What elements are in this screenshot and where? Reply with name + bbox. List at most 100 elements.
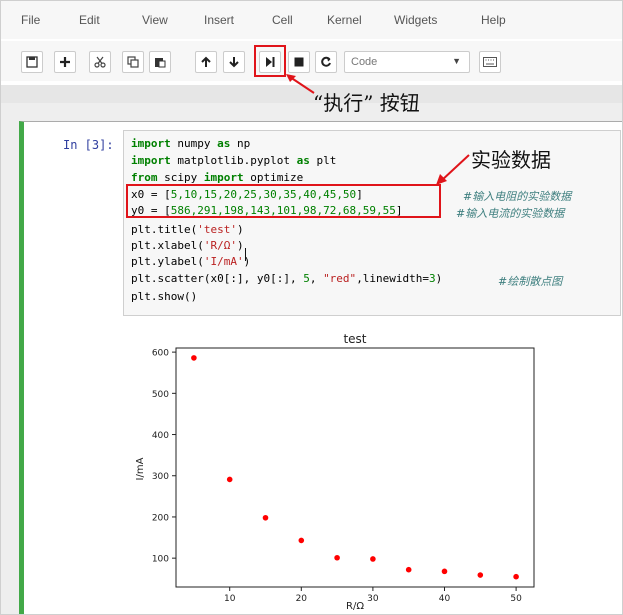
interrupt-button[interactable] (288, 51, 310, 73)
code-token: 'I/mA' (203, 255, 244, 268)
move-down-button[interactable] (223, 51, 245, 73)
code-token: ] (395, 204, 403, 217)
code-line-9: plt.scatter(x0[:], y0[:], 5, "red",linew… (131, 272, 442, 285)
plot-area (175, 347, 535, 588)
x-tick-label: 20 (296, 594, 308, 604)
code-line-5: y0 = [586,291,198,143,101,98,72,68,59,55… (131, 204, 403, 217)
code-token: x0 = [ (131, 188, 171, 201)
arrow-up-icon (201, 56, 211, 67)
insert-cell-button[interactable] (54, 51, 76, 73)
code-token: optimize (243, 171, 304, 184)
menu-bar: File Edit View Insert Cell Kernel Widget… (1, 1, 622, 39)
code-token: 'test' (197, 223, 237, 236)
code-line-3: from scipy import optimize (131, 171, 303, 184)
scissors-icon (94, 56, 106, 68)
copy-button[interactable] (122, 51, 144, 73)
code-token: 3 (429, 272, 436, 285)
save-button[interactable] (21, 51, 43, 73)
code-token: import (203, 171, 244, 184)
restart-button[interactable] (315, 51, 337, 73)
code-token: plt (309, 154, 337, 167)
data-annotation: 实验数据 (471, 148, 551, 172)
toolbar-separator (1, 85, 622, 103)
code-token: as (296, 154, 310, 167)
code-token: scipy (157, 171, 204, 184)
run-button[interactable] (259, 51, 281, 73)
code-comment-current: #输入电流的实验数据 (456, 207, 565, 220)
command-palette-button[interactable] (479, 51, 501, 73)
cell-type-select[interactable]: Code ▼ (344, 51, 470, 73)
cell-type-value: Code (351, 56, 378, 68)
y-tick-label: 600 (152, 349, 169, 359)
code-line-1: import numpy as np (131, 137, 250, 150)
y-tick-label: 400 (152, 431, 169, 441)
menu-cell[interactable]: Cell (272, 13, 293, 27)
code-token: 'R/Ω' (203, 239, 237, 252)
menu-view[interactable]: View (142, 13, 168, 27)
menu-widgets[interactable]: Widgets (394, 13, 438, 27)
code-token: as (217, 137, 231, 150)
code-token: 586,291,198,143,101,98,72,68,59,55 (170, 204, 396, 217)
x-tick-label: 10 (224, 594, 236, 604)
code-token: import (131, 137, 171, 150)
code-token: import (131, 154, 171, 167)
code-line-8: plt.ylabel('I/mA') (131, 255, 250, 268)
code-token: ) (236, 223, 244, 236)
input-prompt: In [3]: (63, 138, 114, 152)
code-line-7: plt.xlabel('R/Ω') (131, 239, 244, 252)
data-point (405, 566, 412, 573)
code-token: plt.title( (131, 223, 198, 236)
x-tick-label: 30 (367, 594, 379, 604)
menu-kernel[interactable]: Kernel (327, 13, 362, 27)
text-cursor (245, 248, 246, 261)
data-point (334, 554, 340, 561)
run-icon (266, 57, 275, 67)
code-token: plt.xlabel( (131, 239, 204, 252)
menu-edit[interactable]: Edit (79, 13, 100, 27)
restart-icon (321, 56, 331, 67)
annotation-arrow-icon (436, 154, 470, 185)
code-token: plt.scatter(x0[:], y0[:], (131, 272, 304, 285)
menu-file[interactable]: File (21, 13, 41, 27)
menu-insert[interactable]: Insert (204, 13, 235, 27)
code-token: , (309, 272, 324, 285)
code-token: 5 (303, 272, 310, 285)
cut-button[interactable] (89, 51, 111, 73)
code-token: np (230, 137, 251, 150)
stop-icon (294, 57, 304, 67)
code-token: ] (356, 188, 363, 201)
code-token: from (131, 171, 158, 184)
run-button-highlight (254, 45, 286, 77)
move-up-button[interactable] (195, 51, 217, 73)
code-line-10: plt.show() (131, 290, 198, 303)
code-comment-scatter: #绘制散点图 (498, 275, 563, 288)
code-editor[interactable] (123, 130, 621, 316)
paste-button[interactable] (149, 51, 171, 73)
code-line-6: plt.title('test') (131, 223, 244, 236)
caret-down-icon: ▼ (452, 56, 461, 66)
chart-title: test (343, 332, 366, 346)
x-tick-label: 40 (439, 594, 451, 604)
y-tick-label: 200 (152, 513, 169, 523)
data-point (226, 476, 233, 483)
run-button-annotation: “执行” 按钮 (313, 91, 420, 115)
y-axis: 100 200 300 400 500 600 (152, 349, 176, 565)
keyboard-icon (483, 57, 497, 67)
code-comment-resistance: #输入电阻的实验数据 (463, 190, 572, 203)
menu-help[interactable]: Help (481, 13, 506, 27)
copy-icon (127, 56, 139, 68)
plus-icon (60, 57, 70, 67)
arrow-down-icon (229, 57, 239, 68)
data-point (262, 514, 269, 521)
code-line-4: x0 = [5,10,15,20,25,30,35,40,45,50] (131, 188, 363, 201)
code-line-2: import matplotlib.pyplot as plt (131, 154, 336, 167)
save-icon (26, 56, 38, 68)
x-axis: 10 20 30 40 50 (224, 587, 522, 604)
code-token: ) (435, 272, 443, 285)
scatter-chart: test 100 200 300 400 500 600 10 20 30 40 50 R/Ω I… (135, 332, 535, 612)
code-token: plt.ylabel( (131, 255, 204, 268)
code-token: ) (236, 239, 244, 252)
data-point (441, 568, 448, 575)
y-tick-label: 500 (152, 390, 169, 400)
